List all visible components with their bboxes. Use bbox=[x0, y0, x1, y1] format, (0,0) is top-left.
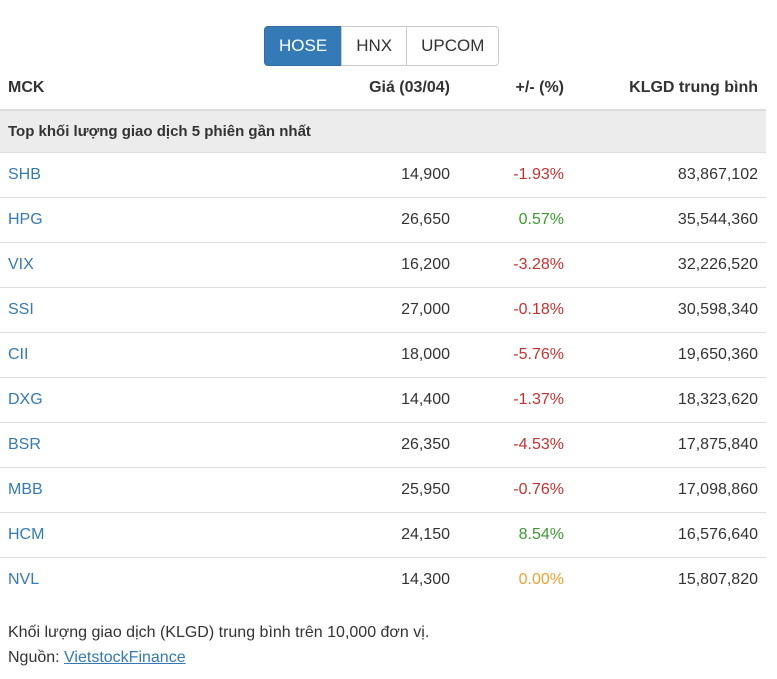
change: 8.54% bbox=[458, 512, 572, 558]
symbol[interactable]: MBB bbox=[0, 467, 300, 513]
volume: 32,226,520 bbox=[572, 242, 766, 288]
price: 27,000 bbox=[300, 287, 458, 333]
volume: 83,867,102 bbox=[572, 152, 766, 198]
stock-row: SSI 27,000 -0.18% 30,598,340 bbox=[0, 287, 766, 333]
volume: 16,576,640 bbox=[572, 512, 766, 558]
price: 16,200 bbox=[300, 242, 458, 288]
volume: 30,598,340 bbox=[572, 287, 766, 333]
source-line: Nguồn: VietstockFinance bbox=[8, 645, 429, 670]
volume: 19,650,360 bbox=[572, 332, 766, 378]
symbol[interactable]: NVL bbox=[0, 557, 300, 602]
change: -0.18% bbox=[458, 287, 572, 333]
column-header: MCK bbox=[0, 67, 300, 111]
change: 0.00% bbox=[458, 557, 572, 602]
price: 24,150 bbox=[300, 512, 458, 558]
symbol[interactable]: BSR bbox=[0, 422, 300, 468]
exchange-tab[interactable]: UPCOM bbox=[406, 26, 500, 66]
change: -3.28% bbox=[458, 242, 572, 288]
volume: 17,098,860 bbox=[572, 467, 766, 513]
price: 26,650 bbox=[300, 197, 458, 243]
symbol[interactable]: HPG bbox=[0, 197, 300, 243]
footer-note: Khối lượng giao dịch (KLGD) trung bình t… bbox=[8, 624, 430, 641]
column-header: +/- (%) bbox=[458, 67, 572, 111]
column-header: Giá (03/04) bbox=[300, 67, 458, 111]
symbol[interactable]: CII bbox=[0, 332, 300, 378]
symbol[interactable]: SSI bbox=[0, 287, 300, 333]
volume-table: MCK Giá (03/04) +/- (%) KLGD trung bình … bbox=[0, 67, 766, 602]
change: -4.53% bbox=[458, 422, 572, 468]
change: -1.37% bbox=[458, 377, 572, 423]
price: 14,900 bbox=[300, 152, 458, 198]
stock-row: SHB 14,900 -1.93% 83,867,102 bbox=[0, 152, 766, 198]
stock-row: VIX 16,200 -3.28% 32,226,520 bbox=[0, 242, 766, 288]
price: 14,300 bbox=[300, 557, 458, 602]
stock-row: CII 18,000 -5.76% 19,650,360 bbox=[0, 332, 766, 378]
price: 26,350 bbox=[300, 422, 458, 468]
volume: 17,875,840 bbox=[572, 422, 766, 468]
price: 25,950 bbox=[300, 467, 458, 513]
symbol[interactable]: DXG bbox=[0, 377, 300, 423]
symbol[interactable]: SHB bbox=[0, 152, 300, 198]
column-header: KLGD trung bình bbox=[572, 67, 766, 111]
stock-row: DXG 14,400 -1.37% 18,323,620 bbox=[0, 377, 766, 423]
section-row: Top khối lượng giao dịch 5 phiên gần nhấ… bbox=[0, 109, 766, 153]
stock-row: HPG 26,650 0.57% 35,544,360 bbox=[0, 197, 766, 243]
change: 0.57% bbox=[458, 197, 572, 243]
volume: 15,807,820 bbox=[572, 557, 766, 602]
section-title: Top khối lượng giao dịch 5 phiên gần nhấ… bbox=[0, 109, 766, 153]
source-link[interactable]: VietstockFinance bbox=[64, 649, 186, 666]
footer: Khối lượng giao dịch (KLGD) trung bình t… bbox=[8, 620, 429, 670]
price: 14,400 bbox=[300, 377, 458, 423]
symbol[interactable]: HCM bbox=[0, 512, 300, 558]
volume: 35,544,360 bbox=[572, 197, 766, 243]
price: 18,000 bbox=[300, 332, 458, 378]
volume: 18,323,620 bbox=[572, 377, 766, 423]
change: -1.93% bbox=[458, 152, 572, 198]
symbol[interactable]: VIX bbox=[0, 242, 300, 288]
stock-row: NVL 14,300 0.00% 15,807,820 bbox=[0, 557, 766, 602]
header-row: MCK Giá (03/04) +/- (%) KLGD trung bình bbox=[0, 67, 766, 111]
stock-row: MBB 25,950 -0.76% 17,098,860 bbox=[0, 467, 766, 513]
exchange-tab[interactable]: HNX bbox=[341, 26, 408, 66]
change: -0.76% bbox=[458, 467, 572, 513]
source-label: Nguồn: bbox=[8, 649, 60, 666]
exchange-tabs: HOSE HNX UPCOM bbox=[264, 26, 500, 66]
change: -5.76% bbox=[458, 332, 572, 378]
stock-row: HCM 24,150 8.54% 16,576,640 bbox=[0, 512, 766, 558]
stock-row: BSR 26,350 -4.53% 17,875,840 bbox=[0, 422, 766, 468]
exchange-tab[interactable]: HOSE bbox=[264, 26, 343, 66]
